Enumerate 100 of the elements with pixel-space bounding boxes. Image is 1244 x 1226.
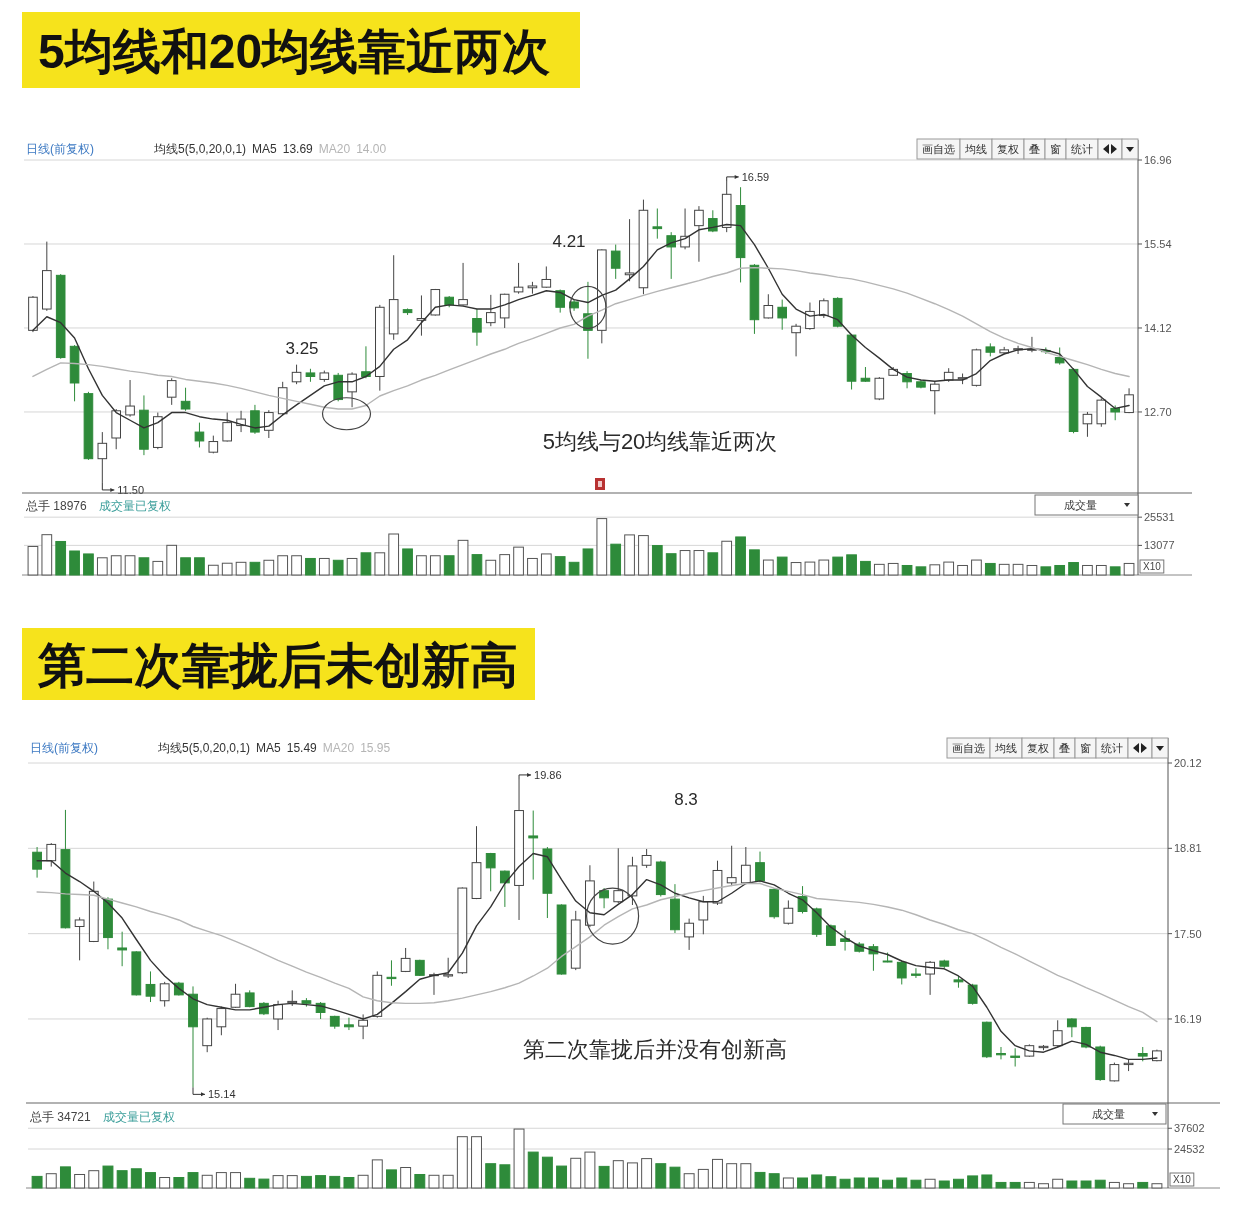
y-tick-label: 16.19 <box>1174 1012 1202 1025</box>
bar <box>570 1157 582 1189</box>
text: 窗 <box>1050 143 1061 155</box>
bar <box>357 1174 369 1189</box>
text: 15.49 <box>286 741 318 755</box>
bar <box>124 555 136 576</box>
bar <box>374 552 386 576</box>
candlestick <box>513 262 524 295</box>
bar <box>1052 1178 1064 1189</box>
candlestick <box>46 842 57 868</box>
candlestick <box>386 959 397 987</box>
bar <box>853 1177 865 1189</box>
bar <box>683 1173 695 1189</box>
bar <box>527 1151 539 1189</box>
bar <box>938 1180 950 1189</box>
bar <box>110 555 122 576</box>
candlestick <box>1124 387 1134 414</box>
bar <box>665 553 677 576</box>
annotation: 15.14 <box>208 1088 236 1101</box>
candlestick <box>458 262 468 306</box>
bar <box>45 1173 57 1189</box>
y-tick-label: 37602 <box>1174 1122 1205 1135</box>
text: 14.00 <box>356 142 387 156</box>
text: 窗 <box>1080 742 1091 754</box>
bar <box>1080 1180 1092 1189</box>
candlestick <box>97 431 108 484</box>
bar <box>371 1159 383 1189</box>
candlestick <box>194 422 205 448</box>
candlestick <box>400 947 411 973</box>
bar <box>651 545 663 576</box>
bar <box>74 1174 86 1189</box>
bar <box>924 1178 936 1189</box>
annotation: 8.3 <box>674 789 698 809</box>
annotation: 4.21 <box>552 231 586 251</box>
bar <box>1026 564 1038 576</box>
chart-subtitle: 日线(前复权) <box>26 142 94 156</box>
line-series <box>32 266 1130 410</box>
candlestick <box>117 931 128 967</box>
text: 13.69 <box>282 142 314 156</box>
bar <box>1095 564 1107 576</box>
bar <box>59 1166 71 1189</box>
candlestick <box>740 846 751 884</box>
candlestick <box>499 869 510 908</box>
bar <box>1137 1181 1149 1189</box>
bar <box>386 1169 397 1189</box>
bar <box>457 539 469 576</box>
candlestick <box>74 916 85 961</box>
bar <box>612 1160 624 1189</box>
text: MA5 <box>256 741 282 755</box>
bar <box>712 1158 723 1189</box>
bar <box>442 1174 454 1189</box>
candlestick <box>755 851 765 883</box>
bar <box>249 561 261 576</box>
candlestick <box>1096 397 1107 428</box>
candlestick <box>930 380 940 415</box>
bar <box>887 562 899 576</box>
bar <box>556 1165 568 1189</box>
bar <box>173 1177 185 1189</box>
bar <box>286 1175 298 1189</box>
text: 叠 <box>1029 143 1040 155</box>
bar <box>291 555 302 576</box>
bar <box>981 1174 993 1189</box>
bar <box>832 556 844 576</box>
bar <box>957 564 968 576</box>
bar <box>513 546 524 576</box>
bar <box>88 1170 100 1189</box>
annotation: 成交量已复权 <box>98 499 171 513</box>
candlestick <box>1109 1062 1120 1083</box>
bar <box>1012 563 1024 576</box>
candlestick <box>1066 1017 1077 1038</box>
bar <box>679 550 691 576</box>
bar <box>825 1176 837 1189</box>
annotation: 成交量 <box>1064 499 1097 511</box>
bar <box>329 1175 341 1189</box>
annotation: 成交量已复权 <box>102 1110 175 1124</box>
bar <box>96 557 108 576</box>
candlestick <box>344 1017 354 1031</box>
bar <box>641 1158 653 1189</box>
bar <box>235 561 247 576</box>
bar <box>598 1165 610 1189</box>
annotation: 5均线与20均线靠近两次 <box>542 428 778 454</box>
bar <box>485 559 497 576</box>
bar <box>130 1168 142 1189</box>
text: 画自选 <box>922 143 955 155</box>
bar <box>166 544 178 576</box>
bar <box>428 1174 440 1189</box>
text: X10 <box>1173 1174 1192 1185</box>
bar <box>1038 1183 1049 1189</box>
candlestick <box>264 409 274 439</box>
bar <box>1023 1181 1035 1189</box>
candlestick <box>791 323 801 357</box>
text: 15.95 <box>360 741 391 755</box>
annotation: 第二次靠拢后并没有创新高 <box>523 1036 787 1062</box>
bar <box>790 562 802 576</box>
bar <box>882 1179 894 1189</box>
y-tick-label: 16.96 <box>1144 154 1172 166</box>
bar <box>41 534 53 576</box>
bar <box>215 1172 227 1189</box>
bar <box>910 1179 922 1189</box>
candlestick <box>472 308 482 347</box>
